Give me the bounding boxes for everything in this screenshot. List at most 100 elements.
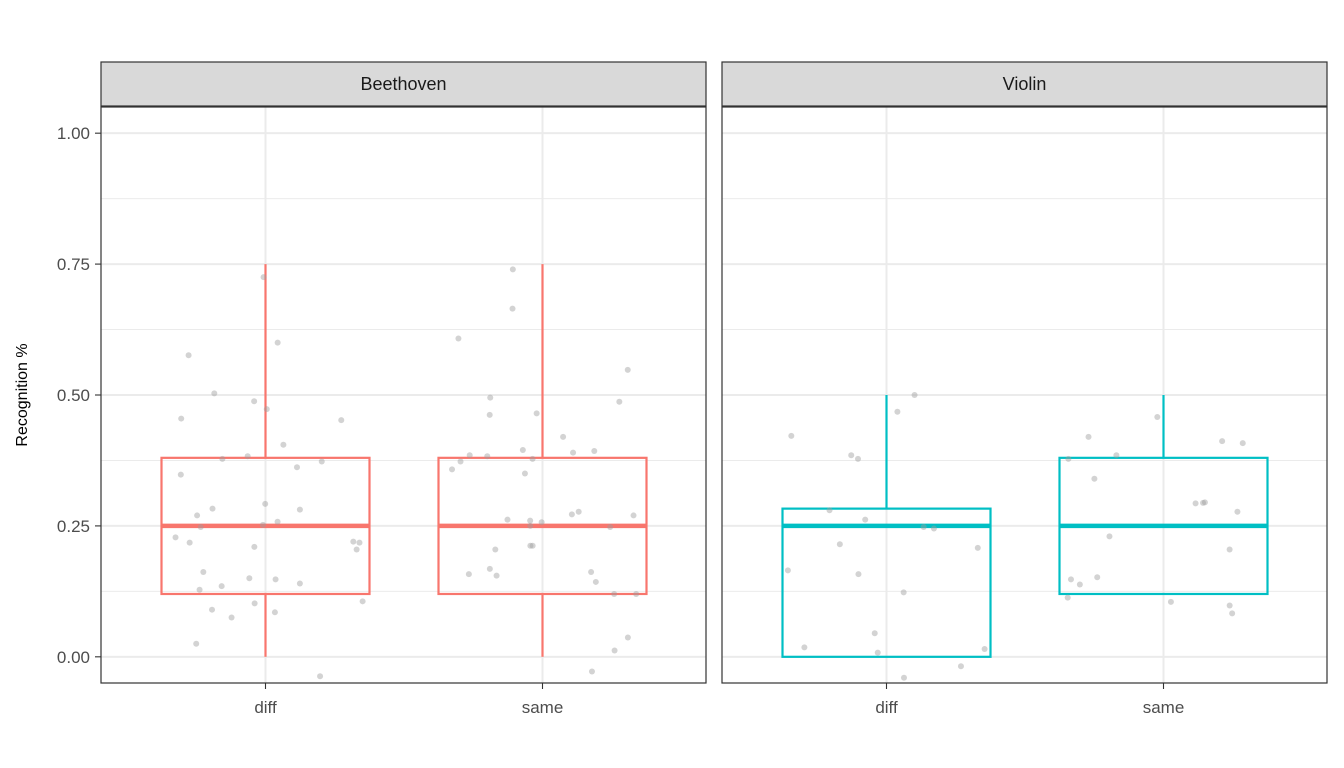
data-point: [527, 522, 534, 529]
data-point: [900, 589, 907, 596]
data-point: [246, 575, 253, 582]
data-point: [486, 565, 493, 572]
data-point: [338, 417, 345, 424]
data-point: [538, 519, 545, 526]
data-point: [575, 508, 582, 515]
data-point: [262, 500, 269, 507]
data-point: [172, 534, 179, 541]
data-point: [1094, 574, 1101, 581]
data-point: [296, 580, 303, 587]
data-point: [633, 590, 640, 597]
data-point: [196, 586, 203, 593]
data-point: [1226, 602, 1233, 609]
data-point: [493, 572, 500, 579]
data-point: [570, 449, 577, 456]
y-tick-label-4: 1.00: [57, 124, 90, 143]
x-tick-label-same: same: [522, 698, 564, 717]
data-point: [178, 415, 185, 422]
box-violin-diff: [781, 392, 992, 681]
data-point: [209, 505, 216, 512]
data-point: [1064, 594, 1071, 601]
box-beethoven-same: [437, 264, 648, 675]
data-point: [529, 542, 536, 549]
y-tick-label-0: 0.00: [57, 648, 90, 667]
facet-strip: [721, 61, 1328, 107]
data-point: [1076, 581, 1083, 588]
data-point: [900, 674, 907, 681]
data-point: [894, 408, 901, 415]
data-point: [186, 539, 193, 546]
data-point: [862, 516, 869, 523]
data-point: [855, 571, 862, 578]
data-point: [874, 649, 881, 656]
data-point: [607, 523, 614, 530]
data-point: [527, 542, 534, 549]
data-point: [177, 471, 184, 478]
facet-strip: [100, 61, 707, 107]
facet-strip-label: Beethoven: [360, 74, 446, 94]
data-point: [1201, 499, 1208, 506]
panel-border: [721, 106, 1328, 684]
data-point: [974, 544, 981, 551]
data-point: [981, 645, 988, 652]
data-point: [228, 614, 235, 621]
data-point: [854, 455, 861, 462]
data-point: [359, 598, 366, 605]
data-point: [836, 541, 843, 548]
data-point: [272, 576, 279, 583]
data-point: [957, 663, 964, 670]
data-point: [353, 546, 360, 553]
data-point: [1167, 598, 1174, 605]
data-point: [318, 458, 325, 465]
panel-violin: diff same Violin: [721, 61, 1328, 717]
data-point: [1113, 452, 1120, 459]
data-point: [251, 600, 258, 607]
data-point: [1085, 433, 1092, 440]
data-point: [197, 523, 204, 530]
y-tick-label-1: 0.25: [57, 517, 90, 536]
data-point: [920, 523, 927, 530]
data-point: [200, 568, 207, 575]
data-point: [260, 274, 267, 281]
data-point: [630, 512, 637, 519]
data-point: [486, 411, 493, 418]
data-point: [624, 634, 631, 641]
x-tick-label-diff: diff: [254, 698, 277, 717]
data-point: [244, 453, 251, 460]
data-point: [271, 609, 278, 616]
data-point: [259, 521, 266, 528]
data-point: [568, 511, 575, 518]
data-point: [466, 452, 473, 459]
data-point: [457, 458, 464, 465]
data-point: [801, 644, 808, 651]
data-point: [521, 470, 528, 477]
data-point: [588, 568, 595, 575]
data-point: [209, 606, 216, 613]
data-point: [616, 398, 623, 405]
data-point: [1226, 546, 1233, 553]
data-point: [280, 441, 287, 448]
data-point: [1229, 610, 1236, 617]
data-point: [1154, 413, 1161, 420]
facet-strip-label: Violin: [1003, 74, 1047, 94]
data-point: [588, 668, 595, 675]
data-point: [592, 578, 599, 585]
data-point: [218, 583, 225, 590]
data-point: [465, 571, 472, 578]
data-point: [1091, 475, 1098, 482]
data-point: [484, 453, 491, 460]
box-violin-same: [1058, 395, 1269, 617]
data-point: [263, 406, 270, 413]
data-point: [529, 455, 536, 462]
data-point: [611, 590, 618, 597]
data-point: [527, 517, 534, 524]
data-point: [274, 518, 281, 525]
panel-beethoven: diff same Beethoven: [100, 61, 707, 717]
data-point: [185, 352, 192, 359]
data-point: [784, 567, 791, 574]
data-point: [533, 410, 540, 417]
data-point: [1106, 533, 1113, 540]
data-point: [251, 543, 258, 550]
x-tick-label-diff: diff: [875, 698, 898, 717]
